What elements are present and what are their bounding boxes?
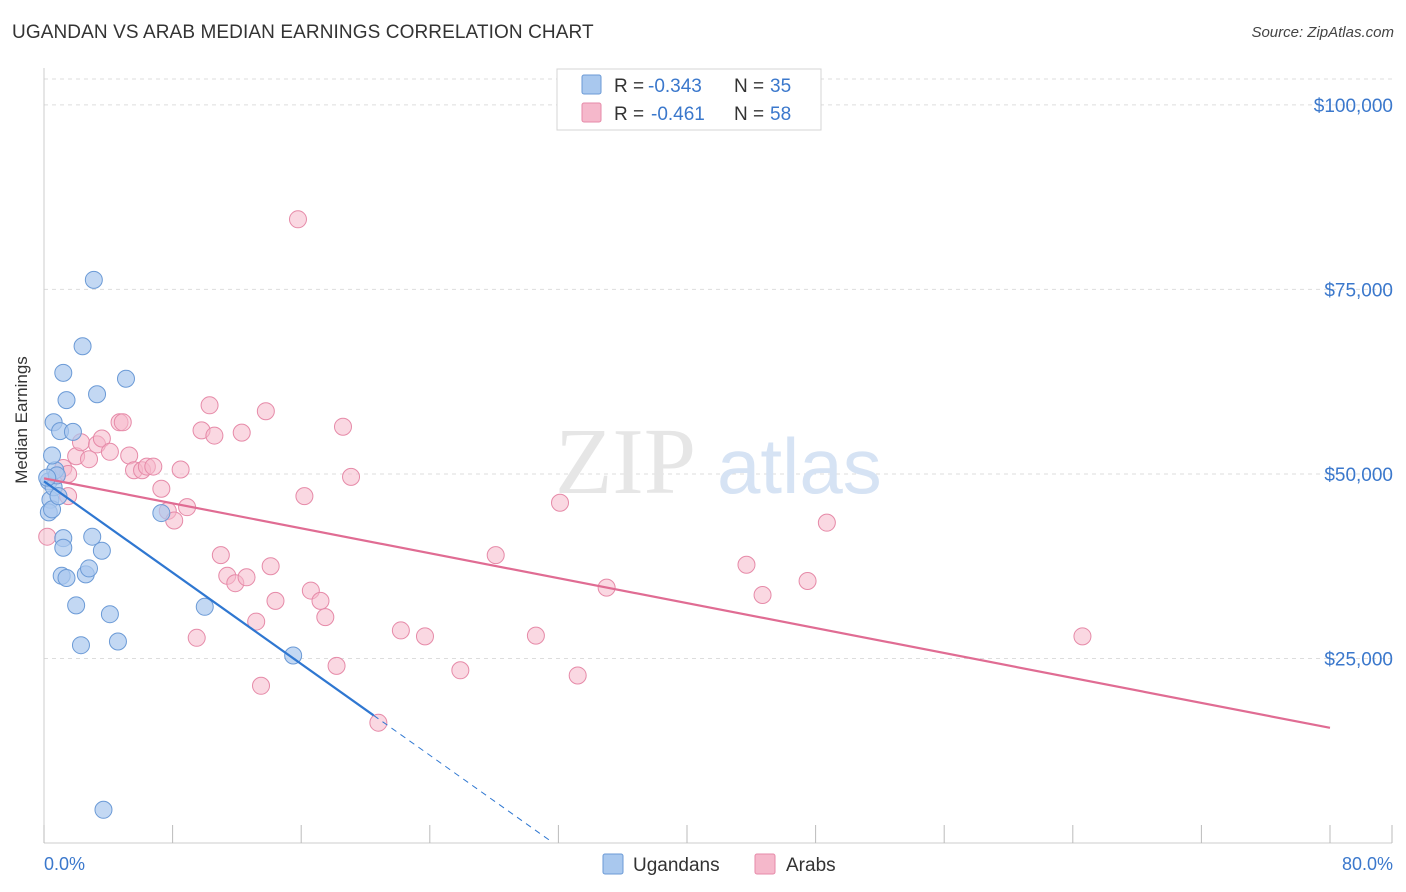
arab-point [391,621,410,640]
ugandan-point [108,632,127,651]
arab-point [252,676,271,695]
correlation-legend: R = -0.343 N = 35 R = -0.461 N = 58 [556,68,822,131]
ugandan-point [71,636,90,655]
ugandan-point [49,487,68,506]
legend-swatch-ugandans [581,74,602,95]
arab-point [798,571,817,590]
arab-point [551,493,570,512]
series-legend: Ugandans Arabs [602,853,836,876]
arab-point [152,479,171,498]
ugandan-point [57,391,76,410]
ugandan-point [92,541,111,560]
ugandans-trend-extension [373,714,551,842]
arab-point [113,413,132,432]
arab-point [237,568,256,587]
ugandan-point [67,596,86,615]
zipatlas-watermark: ZIP atlas [555,410,882,514]
ugandan-point [57,569,76,588]
ugandan-point [94,800,113,819]
arab-point [187,628,206,647]
arab-point [232,423,251,442]
legend-n-value: 58 [770,104,791,125]
x-tick-label-min: 0.0% [44,854,85,874]
arab-point [171,460,190,479]
bottom-legend-swatch-ugandans [602,853,624,875]
arab-point [80,450,99,469]
ugandan-point [284,646,303,665]
y-tick-label: $75,000 [1324,280,1393,301]
chart-title: UGANDAN VS ARAB MEDIAN EARNINGS CORRELAT… [12,22,594,43]
legend-r-value: -0.343 [648,76,702,97]
legend-n-label: N = [734,76,764,97]
watermark-atlas: atlas [717,422,882,510]
arab-point [38,527,57,546]
ugandan-point [54,538,73,557]
ugandans-points [38,270,303,819]
arabs-trend-line [43,477,1331,729]
arab-point [415,627,434,646]
ugandan-point [88,385,107,404]
ugandan-point [84,270,103,289]
arab-point [144,457,163,476]
bottom-legend-ugandans: Ugandans [633,855,720,876]
arab-point [261,557,280,576]
arab-point [342,467,361,486]
bottom-legend-arabs: Arabs [786,855,836,876]
arab-point [247,612,266,631]
y-tick-labels: $25,000 $50,000 $75,000 $100,000 [1314,96,1393,671]
arab-point [369,713,388,732]
y-tick-label: $100,000 [1314,96,1393,117]
arab-point [1073,627,1092,646]
legend-n-label: N = [734,104,764,125]
arab-point [92,429,111,448]
arab-point [568,666,587,685]
x-tick-labels: 0.0% 80.0% [44,854,1393,874]
y-tick-label: $50,000 [1324,465,1393,486]
x-tick-label-max: 80.0% [1342,854,1393,874]
ugandan-point [83,527,102,546]
legend-r-label: R = [614,104,644,125]
arab-point [266,591,285,610]
ugandan-point [38,468,57,487]
arab-point [737,555,756,574]
arab-point [211,546,230,565]
arab-point [100,442,119,461]
ugandan-point [54,363,73,382]
ugandans-trend-line [43,480,375,717]
ugandan-point [116,369,135,388]
arab-point [288,210,307,229]
arab-point [311,591,330,610]
legend-r-label: R = [614,76,644,97]
watermark-zip: ZIP [555,410,696,514]
legend-r-value: -0.461 [651,104,705,125]
arab-point [333,417,352,436]
arab-point [256,402,275,421]
arab-point [451,661,470,680]
ugandan-point [100,605,119,624]
arab-point [295,487,314,506]
ugandan-point [63,422,82,441]
arab-point [200,396,219,415]
arab-point [526,626,545,645]
ugandan-point [195,597,214,616]
arab-point [817,513,836,532]
legend-swatch-arabs [581,102,602,123]
y-tick-label: $25,000 [1324,649,1393,670]
ugandan-point [73,337,92,356]
arab-point [753,586,772,604]
ugandan-point [43,446,62,465]
legend-n-value: 35 [770,76,791,97]
ugandan-point [152,504,171,523]
trend-lines [43,477,1331,842]
ugandan-point [80,559,99,578]
arab-point [316,608,335,627]
bottom-legend-swatch-arabs [754,853,776,875]
source-label: Source: ZipAtlas.com [1251,24,1394,41]
arab-point [205,426,224,445]
arab-point [486,546,505,565]
arab-point [327,656,346,675]
